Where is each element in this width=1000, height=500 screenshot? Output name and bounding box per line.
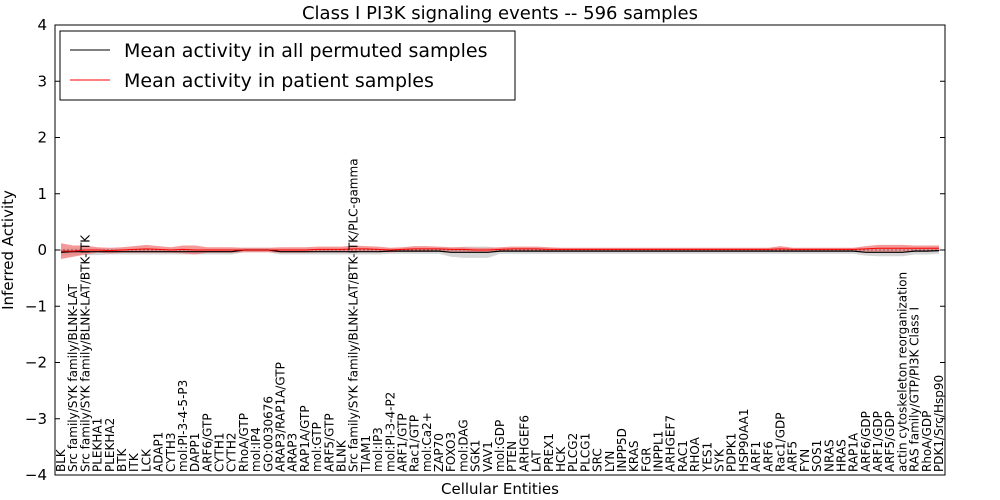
legend: Mean activity in all permuted samples Me… — [59, 30, 516, 101]
category-label: mol:GTP — [310, 422, 324, 472]
category-label: YES1 — [700, 442, 714, 473]
category-label: ARF6 — [761, 441, 775, 472]
category-label: HSP90AA1 — [737, 408, 751, 472]
category-label: ARAP3/RAP1A/GTP — [274, 362, 288, 472]
category-label: PREX1 — [542, 433, 556, 472]
category-label: mol:IP4 — [249, 427, 263, 472]
category-label: RAP1A/GTP — [298, 405, 312, 472]
category-label: mol:Ca2+ — [420, 412, 434, 472]
y-tick-label: −3 — [25, 410, 47, 428]
category-label: PLCG2 — [566, 433, 580, 472]
category-label: ZAP70 — [432, 433, 446, 472]
category-label: ARF5/GDP — [883, 411, 897, 472]
category-label: SOS1 — [810, 440, 824, 472]
category-label: NRAS — [822, 439, 836, 472]
category-label: PLEKHA2 — [103, 418, 117, 472]
y-axis-ticks: 4 3 2 1 0 −1 −2 −3 −4 — [25, 16, 945, 484]
category-label: PTEN — [505, 441, 519, 472]
y-tick-label: −1 — [25, 297, 47, 315]
category-label: ARF1/GTP — [395, 413, 409, 472]
category-label: Src family/SYK family/BLNK-LAT/BTK-ITK/P… — [347, 158, 361, 472]
y-tick-label: 2 — [37, 129, 47, 147]
category-label: TIAM1 — [359, 435, 373, 473]
category-label: Rac1/GDP — [773, 413, 787, 472]
category-label: INPP5D — [615, 428, 629, 472]
legend-label-patient: Mean activity in patient samples — [124, 70, 434, 92]
category-label: HRAS — [834, 439, 848, 472]
category-label: PDK1/Src/Hsp90 — [932, 375, 946, 472]
y-tick-label: 3 — [37, 72, 47, 90]
category-label: ITK — [127, 452, 141, 472]
category-label: VAV1 — [481, 441, 495, 472]
category-label: ARHGEF6 — [517, 415, 531, 472]
category-label: GO:0030676 — [261, 396, 275, 472]
category-label: ARF5 — [786, 441, 800, 472]
category-label: Src family/SYK family/BLNK-LAT/BTK-ITK — [78, 234, 92, 472]
y-axis-label: Inferred Activity — [0, 190, 17, 310]
y-tick-label: 0 — [37, 241, 47, 259]
category-label: ADAP1 — [152, 432, 166, 472]
category-label: SYK — [713, 448, 727, 472]
category-label: LYN — [603, 451, 617, 472]
category-label: PDPK1 — [725, 433, 739, 472]
category-label: LAT — [530, 450, 544, 472]
permuted-mean-line — [60, 249, 940, 253]
category-label: CYTH1 — [213, 433, 227, 473]
category-label: FOXO3 — [444, 432, 458, 472]
y-tick-label: −2 — [25, 354, 47, 372]
category-label: BLK — [54, 448, 68, 472]
category-label: CYTH2 — [225, 433, 239, 473]
category-label: ARF6/GTP — [200, 413, 214, 472]
y-tick-label: −4 — [25, 466, 47, 484]
category-label: ARF5/GTP — [322, 413, 336, 472]
category-label: SGK1 — [469, 440, 483, 472]
plot-area — [55, 243, 945, 259]
category-label: RAC1 — [676, 440, 690, 472]
category-label: RAP1A — [847, 432, 861, 472]
x-axis-label: Cellular Entities — [441, 480, 559, 498]
category-label: KRAS — [627, 440, 641, 472]
category-label: mol:DAG — [456, 419, 470, 472]
category-label: RhoA/GDP — [920, 411, 934, 472]
category-label: BLNK — [334, 439, 348, 472]
category-label: INPPL1 — [652, 431, 666, 472]
category-label: RAS family/GTP/PI3K Class I — [908, 307, 922, 472]
category-label: mol:GDP — [493, 420, 507, 472]
category-label: PLCG1 — [578, 433, 592, 472]
category-label: SRC — [591, 448, 605, 472]
category-label: RHOA — [688, 436, 702, 472]
category-label: HCK — [554, 446, 568, 472]
category-label: ARF1/GDP — [871, 411, 885, 472]
category-label: FYN — [798, 449, 812, 472]
plot-frame — [54, 24, 946, 476]
category-label: BTK — [115, 447, 129, 472]
category-label: PLEKHA1 — [91, 418, 105, 472]
category-label: DAPP1 — [188, 433, 202, 472]
legend-label-permuted: Mean activity in all permuted samples — [124, 40, 487, 62]
category-label: CYTH3 — [164, 433, 178, 473]
category-label: mol:PI-3-4-5-P3 — [176, 380, 190, 472]
category-label: ARAP3 — [286, 433, 300, 472]
category-label: ARHGEF7 — [664, 415, 678, 472]
y-tick-label: 4 — [37, 16, 47, 34]
category-label: mol:IP3 — [371, 427, 385, 472]
category-label: ARF1 — [749, 441, 763, 472]
chart-title: Class I PI3K signaling events -- 596 sam… — [302, 3, 698, 24]
category-label: Src family/SYK family/BLNK-LAT — [66, 283, 80, 472]
category-label: Rac1/GTP — [408, 415, 422, 472]
category-label: LCK — [139, 448, 153, 472]
category-label: mol:PI-3-4-P2 — [383, 392, 397, 472]
patient-mean-line — [61, 247, 939, 252]
y-tick-label: 1 — [37, 185, 47, 203]
category-label: actin cytoskeleton reorganization — [895, 272, 909, 472]
category-label: ARF6/GDP — [859, 411, 873, 472]
category-label: RhoA/GTP — [237, 413, 251, 472]
legend-box — [59, 30, 516, 101]
category-label: FGR — [639, 447, 653, 472]
